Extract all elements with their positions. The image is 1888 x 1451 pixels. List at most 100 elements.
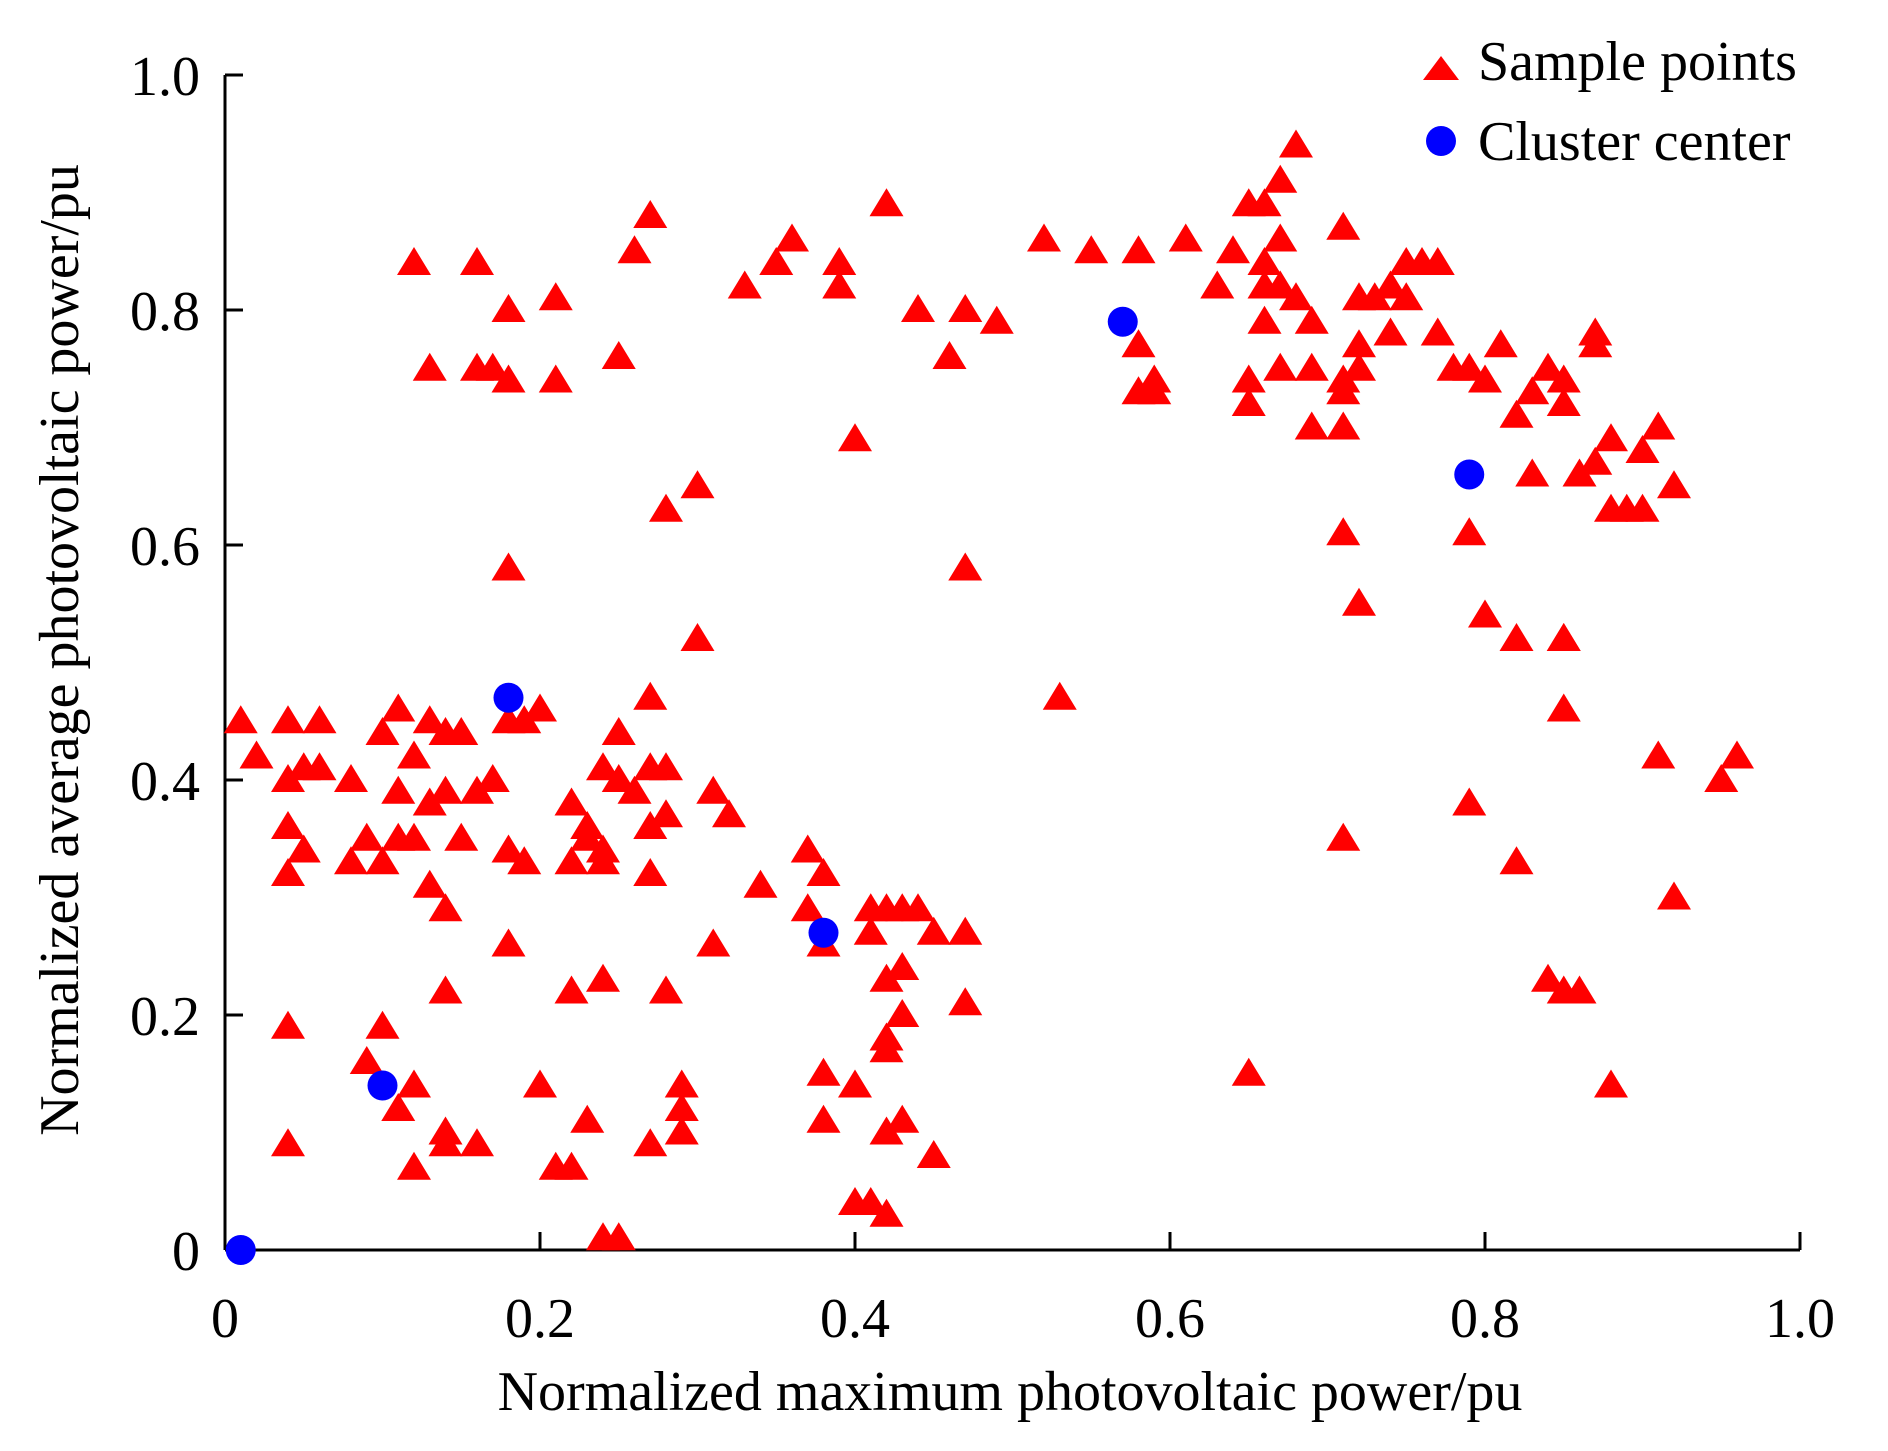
sample-point [554, 1151, 589, 1180]
sample-point [869, 1034, 904, 1063]
x-tick-label: 1.0 [1765, 1288, 1835, 1350]
legend-cluster-center-label: Cluster center [1478, 111, 1791, 173]
x-tick-label: 0.8 [1450, 1288, 1520, 1350]
sample-point [1027, 223, 1061, 252]
sample-point [334, 846, 368, 875]
sample-point [1373, 317, 1408, 346]
sample-point [885, 1104, 920, 1133]
y-tick-label: 0.6 [130, 516, 200, 578]
sample-point [617, 235, 652, 264]
sample-point [586, 963, 620, 992]
sample-point [1074, 235, 1109, 264]
sample-point [1499, 846, 1534, 875]
sample-point [1247, 305, 1282, 334]
sample-point [554, 846, 589, 875]
sample-point [916, 916, 951, 945]
x-axis-title: Normalized maximum photovoltaic power/pu [498, 1361, 1523, 1423]
sample-point [302, 705, 337, 734]
sample-point [838, 1069, 872, 1098]
sample-point [491, 552, 526, 581]
sample-point [601, 341, 636, 369]
sample-point [1326, 211, 1361, 240]
sample-point [381, 693, 416, 722]
sample-point [365, 1010, 400, 1039]
sample-point [1515, 376, 1550, 405]
sample-point [727, 270, 762, 299]
sample-point [271, 764, 305, 792]
sample-point [271, 811, 305, 839]
sample-point [664, 1116, 699, 1145]
sample-point [570, 1104, 605, 1133]
sample-point [649, 975, 683, 1004]
x-tick-label: 0.4 [820, 1288, 890, 1350]
sample-point [1121, 235, 1156, 264]
sample-point [869, 1198, 904, 1227]
y-axis-title: Normalized average photovoltaic power/pu [29, 164, 91, 1136]
sample-point [570, 822, 605, 851]
sample-point [869, 1116, 904, 1145]
sample-point [397, 247, 431, 275]
sample-point [633, 858, 668, 886]
sample-point [412, 705, 447, 734]
sample-point [1452, 517, 1487, 546]
sample-point [1357, 282, 1392, 311]
sample-point [428, 893, 463, 922]
sample-point [523, 693, 557, 722]
sample-point [428, 775, 463, 804]
sample-point [1720, 740, 1754, 769]
sample-point [601, 764, 636, 792]
sample-point [538, 282, 573, 311]
x-tick-label: 0.6 [1135, 1288, 1205, 1350]
sample-point [491, 294, 526, 322]
sample-point [649, 493, 683, 522]
sample-point [1200, 270, 1235, 299]
sample-point [1420, 247, 1455, 275]
sample-point [649, 752, 683, 781]
cluster-center [225, 1235, 256, 1265]
sample-point [1137, 376, 1172, 405]
sample-point [1625, 435, 1660, 463]
sample-point [475, 764, 510, 792]
sample-point [617, 775, 652, 804]
sample-point [491, 834, 526, 863]
sample-point [239, 740, 274, 769]
sample-point [1373, 270, 1408, 299]
sample-point [948, 552, 983, 581]
sample-point [853, 1187, 888, 1215]
sample-point [523, 1069, 557, 1098]
sample-point [1279, 282, 1313, 311]
sample-point [397, 1151, 431, 1180]
sample-point [806, 1104, 841, 1133]
sample-point [1641, 740, 1676, 769]
sample-point [1231, 1057, 1266, 1086]
sample-point [1389, 282, 1424, 311]
sample-point [633, 681, 668, 710]
sample-point [664, 1093, 699, 1121]
legend-cluster-center-marker [1426, 126, 1456, 156]
sample-point [790, 893, 825, 922]
sample-point [1468, 364, 1502, 393]
sample-point [948, 916, 983, 945]
sample-point [428, 1128, 463, 1157]
sample-point [397, 822, 431, 851]
sample-point [1468, 599, 1502, 628]
sample-point [444, 717, 479, 745]
cluster-center [367, 1070, 398, 1101]
sample-point [1263, 164, 1298, 193]
sample-point [1121, 329, 1156, 358]
x-tick-label: 0.2 [505, 1288, 575, 1350]
sample-point [901, 294, 935, 322]
sample-point [271, 858, 305, 886]
sample-point [412, 869, 447, 898]
sample-point [412, 787, 447, 816]
y-ticks: 0 0.2 0.4 0.6 0.8 1.0 [130, 46, 243, 1283]
sample-point [491, 928, 526, 957]
sample-point [444, 822, 479, 851]
sample-point [397, 740, 431, 769]
y-tick-label: 0.4 [130, 751, 200, 813]
sample-point [680, 470, 715, 499]
sample-point [554, 787, 589, 816]
sample-point [1216, 235, 1250, 264]
sample-point [712, 799, 746, 828]
